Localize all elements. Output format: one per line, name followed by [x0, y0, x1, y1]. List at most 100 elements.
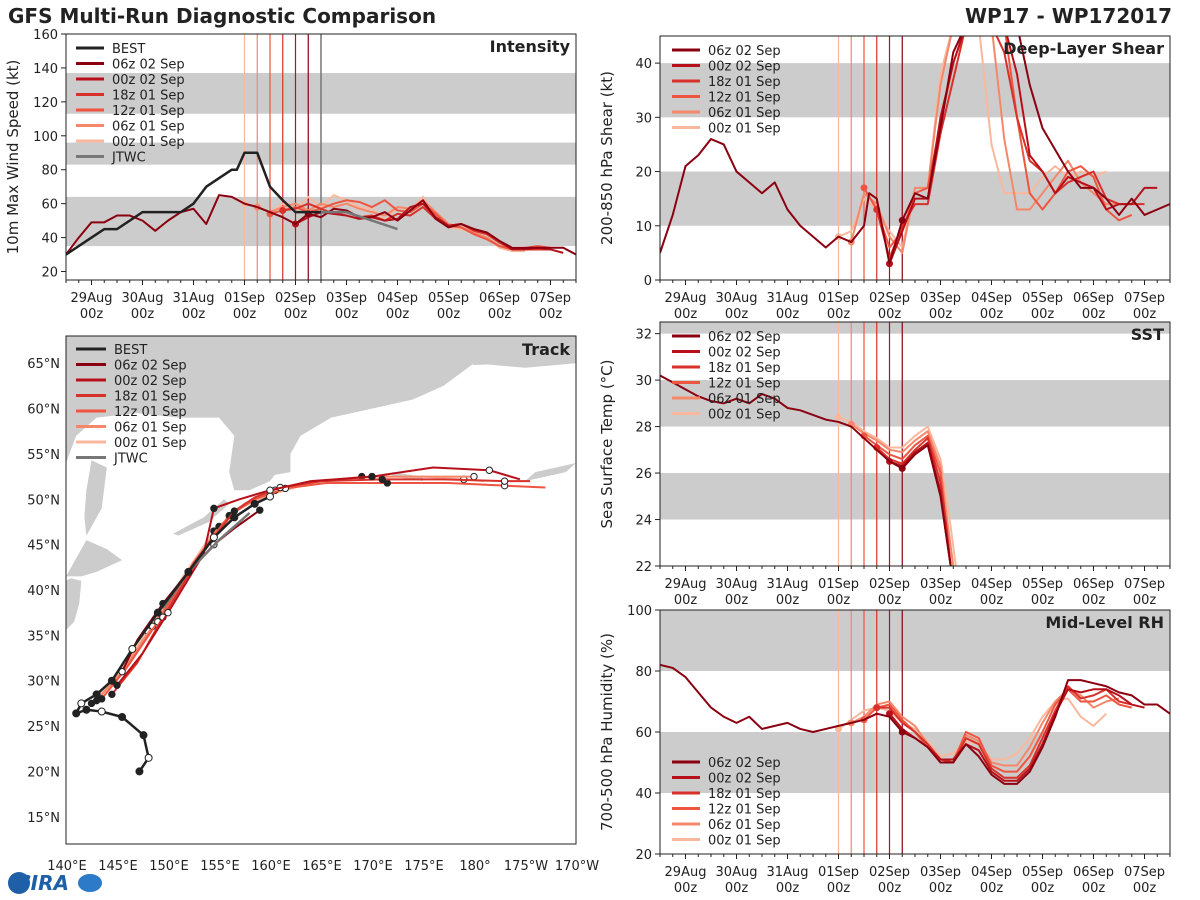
legend-label: JTWC: [113, 452, 148, 467]
legend-label: 00z 02 Sep: [112, 73, 185, 88]
legend-label: 18z 01 Sep: [708, 361, 781, 376]
legend-label: 18z 01 Sep: [114, 390, 187, 405]
series-line: [269, 199, 551, 251]
lon-label: 150°E: [149, 859, 189, 874]
lat-label: 50°N: [27, 493, 60, 508]
x-tick-day: 02Sep: [275, 291, 316, 306]
legend-label: 18z 01 Sep: [708, 75, 781, 90]
best-track-point: [92, 690, 101, 699]
shaded-band: [660, 63, 1170, 118]
x-tick-day: 07Sep: [1124, 865, 1165, 880]
x-tick-hour: 00z: [725, 307, 749, 322]
shaded-band: [660, 732, 1170, 793]
legend-label: BEST: [112, 42, 145, 57]
x-tick-hour: 00z: [725, 593, 749, 608]
x-tick-day: 06Sep: [1073, 865, 1114, 880]
x-tick-day: 06Sep: [1073, 291, 1114, 306]
x-tick-hour: 00z: [674, 881, 698, 896]
x-tick-day: 31Aug: [767, 291, 809, 306]
y-tick-label: 60: [635, 726, 652, 741]
track-point: [378, 475, 386, 484]
x-tick-hour: 00z: [980, 307, 1004, 322]
x-tick-hour: 00z: [929, 881, 953, 896]
x-tick-day: 30Aug: [716, 577, 758, 592]
lon-label: 165°E: [302, 859, 342, 874]
best-track-point: [107, 676, 116, 685]
x-tick-hour: 00z: [1133, 881, 1157, 896]
legend-label: 00z 01 Sep: [114, 436, 187, 451]
x-tick-day: 29Aug: [665, 865, 707, 880]
track-point: [500, 477, 509, 485]
x-tick-day: 02Sep: [869, 865, 910, 880]
track-point: [266, 486, 274, 494]
panel-title: SST: [1131, 325, 1164, 344]
y-axis-label: 200-850 hPa Shear (kt): [598, 71, 616, 245]
x-tick-hour: 00z: [1031, 307, 1055, 322]
legend-label: 00z 01 Sep: [708, 408, 781, 423]
storm-id: WP17 - WP172017: [965, 4, 1172, 28]
legend-label: BEST: [114, 343, 147, 358]
track-panel: 15°N 20°N 25°N 30°N 35°N 40°N 45°N 50°N 55°N 60°N…: [27, 335, 599, 874]
x-tick-hour: 00z: [284, 307, 308, 322]
x-tick-day: 01Sep: [224, 291, 265, 306]
x-tick-hour: 00z: [980, 881, 1004, 896]
aleutians-east: [525, 463, 576, 482]
series-line: [66, 194, 576, 256]
asia-landmass: [66, 336, 576, 518]
panel-title: Track: [522, 340, 570, 359]
legend-label: 18z 01 Sep: [708, 787, 781, 802]
y-tick-label: 120: [33, 96, 58, 111]
lat-label: 40°N: [27, 584, 60, 599]
track-point: [98, 695, 106, 703]
track-point: [368, 472, 376, 481]
page-title: GFS Multi-Run Diagnostic Comparison: [8, 4, 437, 28]
x-tick-hour: 00z: [1133, 593, 1157, 608]
kamchatka: [234, 417, 311, 482]
x-tick-day: 04Sep: [971, 577, 1012, 592]
y-tick-label: 20: [635, 848, 652, 863]
best-line: [66, 151, 321, 256]
init-point: [898, 464, 906, 472]
x-tick-hour: 00z: [878, 593, 902, 608]
legend-label: 06z 01 Sep: [708, 392, 781, 407]
x-tick-hour: 00z: [980, 593, 1004, 608]
lon-label: 140°E: [47, 859, 87, 874]
x-tick-day: 01Sep: [818, 577, 859, 592]
x-tick-day: 07Sep: [530, 291, 571, 306]
x-tick-day: 31Aug: [767, 577, 809, 592]
logo-text: CIRA: [16, 871, 69, 895]
y-tick-label: 30: [635, 111, 652, 126]
legend-label: 00z 01 Sep: [112, 135, 185, 150]
chukotka: [453, 345, 576, 366]
x-tick-hour: 00z: [437, 307, 461, 322]
y-tick-label: 40: [41, 232, 58, 247]
init-point: [898, 728, 906, 736]
y-axis-label: 700-500 hPa Humidity (%): [598, 633, 616, 831]
x-tick-hour: 00z: [1082, 307, 1106, 322]
lon-label: 170°W: [555, 859, 599, 874]
honshu: [66, 578, 82, 631]
best-track-point: [135, 767, 144, 776]
track-point: [470, 472, 478, 481]
x-tick-hour: 00z: [1133, 307, 1157, 322]
x-tick-day: 06Sep: [1073, 577, 1114, 592]
x-tick-day: 07Sep: [1124, 577, 1165, 592]
sst-panel: 22242628303229Aug00z30Aug00z31Aug00z01Se…: [598, 321, 1171, 608]
legend-label: 12z 01 Sep: [708, 803, 781, 818]
x-tick-day: 03Sep: [920, 577, 961, 592]
x-tick-hour: 00z: [1031, 881, 1055, 896]
shaded-band: [660, 380, 1170, 427]
legend-label: 06z 01 Sep: [114, 421, 187, 436]
track-point: [256, 506, 264, 514]
x-tick-hour: 00z: [725, 881, 749, 896]
best-track-point: [266, 492, 274, 501]
series-line: [863, 688, 1132, 773]
lon-label: 175°E: [404, 859, 444, 874]
lat-label: 20°N: [27, 765, 60, 780]
best-track-point: [128, 644, 137, 653]
y-tick-label: 30: [635, 374, 652, 389]
x-tick-day: 30Aug: [716, 291, 758, 306]
x-tick-hour: 00z: [776, 881, 800, 896]
legend-label: 18z 01 Sep: [112, 89, 185, 104]
lat-label: 30°N: [27, 675, 60, 690]
